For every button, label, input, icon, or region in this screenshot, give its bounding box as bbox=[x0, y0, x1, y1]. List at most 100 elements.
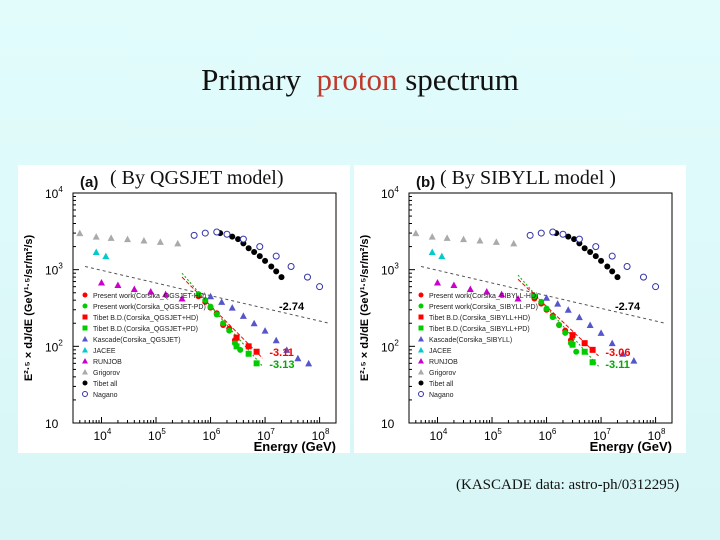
data-point-tibet-all bbox=[268, 263, 275, 270]
data-point-nagano bbox=[623, 262, 631, 270]
data-point-tibet-b-d-corsika-qgsjet-hd- bbox=[233, 334, 240, 341]
data-point-tibet-all bbox=[229, 233, 236, 240]
data-point-grigorov bbox=[476, 237, 484, 244]
y-axis-label: E²·⁵ × dJ/dE (GeV¹·⁵/sr/m²/s) bbox=[23, 235, 35, 382]
legend-marker bbox=[82, 303, 88, 309]
panel-letter-a: (a) bbox=[80, 174, 99, 191]
data-point-grigorov bbox=[510, 239, 518, 247]
data-point-kascade-corsika-sibyll- bbox=[554, 300, 562, 307]
x-tick-label: 106 bbox=[203, 427, 221, 443]
legend-label: RUNJOB bbox=[429, 359, 458, 366]
data-point-present-work-corsika-qgsjet-pd- bbox=[207, 303, 214, 310]
data-point-runjob bbox=[483, 287, 491, 295]
x-tick-label: 105 bbox=[148, 427, 166, 443]
data-point-present-work-corsika-sibyll-pd- bbox=[538, 298, 545, 305]
data-point-present-work-corsika-qgsjet-pd- bbox=[195, 291, 202, 298]
plot-area bbox=[76, 228, 330, 367]
data-point-tibet-all bbox=[614, 274, 621, 281]
data-point-runjob bbox=[114, 281, 122, 289]
data-point-tibet-b-d-corsika-sibyll-hd- bbox=[589, 346, 596, 353]
x-tick-label: 107 bbox=[593, 427, 611, 443]
legend-label: Tibet all bbox=[93, 381, 118, 388]
data-point-present-work-corsika-sibyll-pd- bbox=[573, 348, 580, 355]
data-point-tibet-all bbox=[273, 268, 280, 275]
data-point-tibet-b-d-corsika-qgsjet-hd- bbox=[245, 343, 252, 350]
data-point-nagano bbox=[549, 228, 557, 236]
chart-a-svg: 104 105 106 107 108 10 102 103 104 Energy (GeV) E²… bbox=[23, 185, 337, 453]
legend-marker bbox=[82, 292, 88, 298]
data-point-tibet-all bbox=[256, 253, 263, 260]
legend-label: Tibet all bbox=[429, 381, 454, 388]
title-part-2: proton bbox=[316, 62, 398, 97]
legend-label: Present work(Corsika_QGSJET-PD) bbox=[93, 304, 206, 311]
model-label-b: ( By SIBYLL model ) bbox=[440, 167, 616, 189]
legend-marker bbox=[82, 380, 88, 386]
data-point-runjob bbox=[130, 285, 138, 292]
y-tick-label: 102 bbox=[45, 338, 63, 354]
data-point-tibet-b-d-corsika-qgsjet-pd- bbox=[253, 360, 260, 367]
data-point-kascade-corsika-qgsjet- bbox=[283, 346, 291, 353]
x-tick-label: 108 bbox=[312, 427, 330, 443]
data-point-tibet-all bbox=[245, 245, 252, 252]
data-point-present-work-corsika-sibyll-pd- bbox=[543, 305, 550, 312]
data-point-tibet-b-d-corsika-qgsjet-pd- bbox=[245, 350, 252, 357]
data-point-tibet-all bbox=[262, 257, 269, 264]
data-point-kascade-corsika-qgsjet- bbox=[239, 312, 247, 319]
legend-label: RUNJOB bbox=[93, 359, 122, 366]
data-point-jacee bbox=[102, 252, 110, 260]
data-point-nagano bbox=[223, 230, 231, 238]
legend-label: Tibet B.D.(Corsika_QGSJET+PD) bbox=[93, 326, 198, 333]
data-point-grigorov bbox=[492, 238, 500, 245]
data-point-kascade-corsika-qgsjet- bbox=[261, 327, 269, 334]
data-point-nagano bbox=[608, 252, 616, 260]
legend-marker bbox=[82, 325, 88, 331]
data-point-kascade-corsika-sibyll- bbox=[630, 357, 638, 364]
data-point-tibet-all bbox=[581, 245, 588, 252]
legend-label: Kascade(Corsika_SIBYLL) bbox=[429, 337, 512, 344]
legend-marker bbox=[418, 314, 424, 320]
data-point-tibet-b-d-corsika-sibyll-pd- bbox=[581, 348, 588, 355]
y-tick-label: 102 bbox=[381, 338, 399, 354]
data-point-present-work-corsika-qgsjet-pd- bbox=[220, 320, 227, 327]
data-point-grigorov bbox=[156, 238, 164, 245]
data-point-tibet-all bbox=[571, 236, 578, 243]
data-point-nagano bbox=[559, 230, 567, 238]
data-point-nagano bbox=[537, 229, 545, 237]
data-point-tibet-all bbox=[587, 248, 594, 255]
data-point-runjob bbox=[498, 290, 506, 298]
data-point-nagano bbox=[213, 228, 221, 236]
data-point-tibet-all bbox=[278, 274, 285, 281]
data-point-grigorov bbox=[428, 233, 436, 240]
x-tick-label: 107 bbox=[257, 427, 275, 443]
legend-label: Grigorov bbox=[93, 370, 120, 377]
data-point-kascade-corsika-qgsjet- bbox=[272, 336, 280, 344]
y-tick-label: 103 bbox=[45, 262, 63, 278]
data-point-kascade-corsika-sibyll- bbox=[619, 350, 627, 357]
legend-label: Tibet B.D.(Corsika_SIBYLL+HD) bbox=[429, 315, 530, 322]
data-point-runjob bbox=[514, 295, 522, 302]
data-point-tibet-all bbox=[604, 263, 611, 270]
data-point-nagano bbox=[239, 235, 247, 243]
data-point-tibet-b-d-corsika-sibyll-hd- bbox=[569, 332, 576, 339]
y-tick-label: 10 bbox=[45, 417, 59, 431]
data-point-kascade-corsika-qgsjet- bbox=[294, 354, 302, 362]
data-credit: (KASCADE data: astro-ph/0312295) bbox=[456, 477, 680, 493]
legend-label: Kascade(Corsika_QGSJET) bbox=[93, 337, 181, 344]
legend-marker bbox=[82, 391, 88, 397]
data-point-kascade-corsika-sibyll- bbox=[608, 339, 616, 347]
legend-label: Nagano bbox=[93, 392, 118, 399]
data-point-tibet-b-d-corsika-sibyll-pd- bbox=[589, 359, 596, 366]
y-tick-label: 104 bbox=[45, 185, 63, 201]
legend-label: Tibet B.D.(Corsika_QGSJET+HD) bbox=[93, 315, 198, 322]
data-point-runjob bbox=[178, 295, 186, 302]
data-point-kascade-corsika-sibyll- bbox=[543, 294, 551, 301]
data-point-nagano bbox=[303, 273, 311, 281]
y-axis-label: E²·⁵ × dJ/dE (GeV¹·⁵/sr/m²/s) bbox=[359, 235, 371, 382]
title-part-3: spectrum bbox=[405, 62, 519, 97]
x-axis-label: Energy (GeV) bbox=[590, 439, 672, 453]
y-tick-label: 10 bbox=[381, 417, 395, 431]
legend-marker bbox=[418, 391, 424, 397]
legend-marker bbox=[418, 380, 424, 386]
data-point-tibet-all bbox=[609, 268, 616, 275]
data-point-tibet-all bbox=[592, 253, 599, 260]
